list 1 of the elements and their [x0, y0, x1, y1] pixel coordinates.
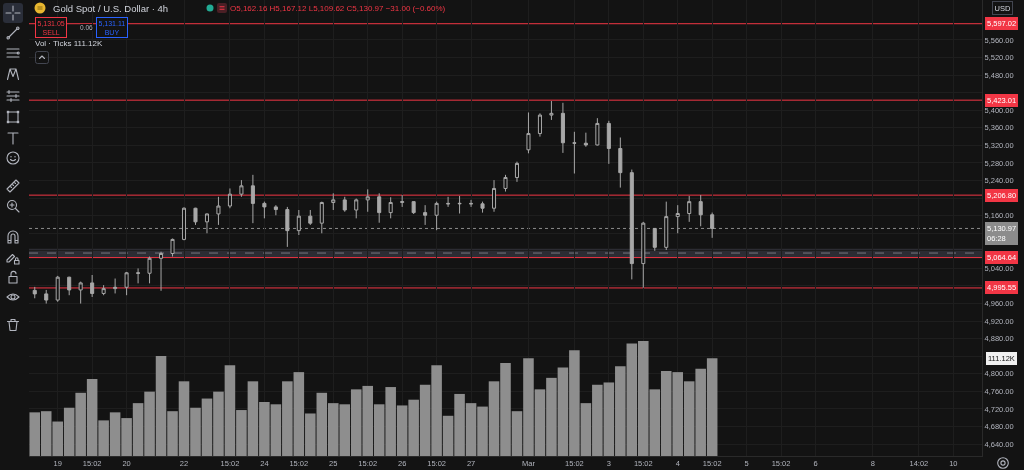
candlestick	[32, 286, 37, 299]
